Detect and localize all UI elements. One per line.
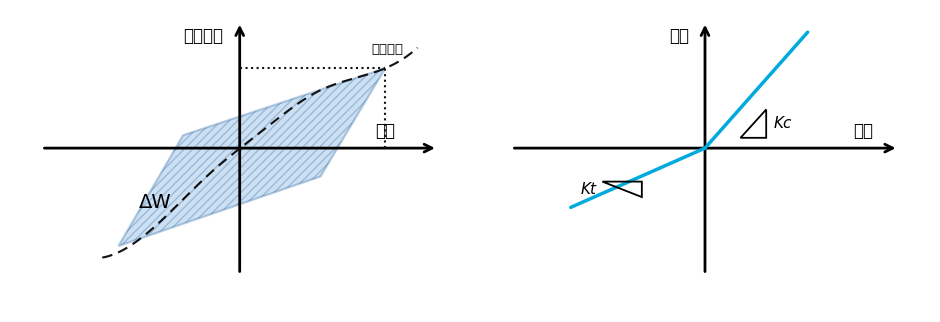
Polygon shape xyxy=(118,68,385,246)
Text: 変形: 変形 xyxy=(853,122,873,140)
Text: 支承材の鉛直剛性: 支承材の鉛直剛性 xyxy=(797,296,862,309)
Text: 変形: 変形 xyxy=(375,122,395,140)
Text: 軸力: 軸力 xyxy=(669,27,689,45)
Text: Kc: Kc xyxy=(775,116,792,131)
Text: ΔW: ΔW xyxy=(138,193,171,212)
Text: せん断力: せん断力 xyxy=(183,27,224,45)
Text: 骨格曲線: 骨格曲線 xyxy=(371,43,403,55)
Text: ひずみ依存性のある支承材のせん断力の例: ひずみ依存性のある支承材のせん断力の例 xyxy=(237,296,388,309)
Text: Kt: Kt xyxy=(580,182,597,197)
